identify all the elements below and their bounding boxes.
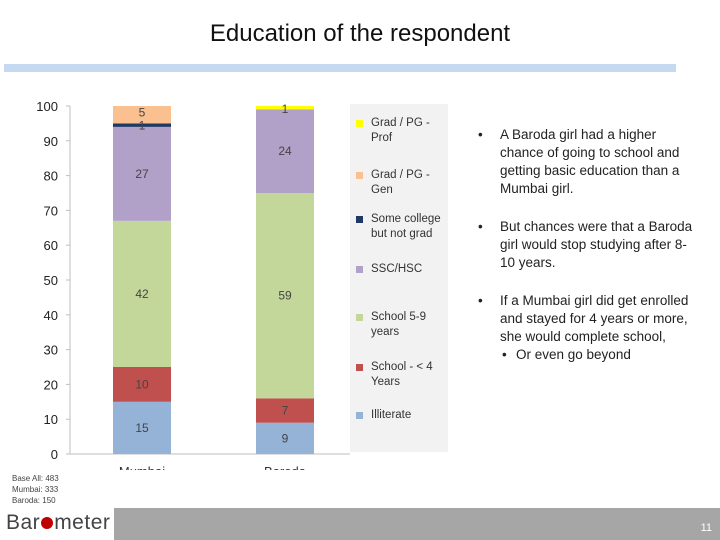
bullet-dot: • — [502, 347, 507, 362]
legend-item: Some college but not grad — [356, 212, 446, 242]
bullet-text: A Baroda girl had a higher chance of goi… — [500, 127, 680, 196]
base-note-all: Base All: 483 — [12, 474, 59, 483]
category-label: Mumbai — [119, 464, 165, 470]
legend-label: SSC/HSC — [371, 263, 423, 275]
y-tick-label: 80 — [44, 169, 58, 184]
bar-segment-ssc-hsc-baroda — [256, 109, 314, 193]
y-tick-label: 70 — [44, 203, 58, 218]
category-label: Baroda — [264, 464, 307, 470]
legend-swatch — [356, 120, 363, 127]
barometer-logo: Bar meter — [6, 511, 110, 535]
logo-container: Bar meter — [0, 508, 112, 540]
data-label: 27 — [135, 167, 149, 181]
legend-item: Illiterate — [356, 408, 446, 423]
data-label: 1 — [282, 102, 289, 116]
data-label: 24 — [278, 144, 292, 158]
base-note-baroda: Baroda: 150 — [12, 496, 56, 505]
legend-item: SSC/HSC — [356, 262, 446, 277]
legend-item: Grad / PG - Gen — [356, 168, 446, 198]
legend-label: School - < 4 Years — [371, 361, 433, 388]
sub-bullet-item: • Or even go beyond — [490, 346, 696, 364]
bar-segment-grad-pg-prof-baroda — [256, 106, 314, 110]
bullet-dot: • — [478, 219, 483, 234]
base-note-mumbai: Mumbai: 333 — [12, 485, 59, 494]
y-tick-label: 10 — [44, 412, 58, 427]
bar-segment-some-college-but-not-grad-mumbai — [113, 123, 171, 127]
y-tick-label: 60 — [44, 238, 58, 253]
bar-segment-illiterate-mumbai — [113, 401, 171, 454]
y-tick-label: 100 — [36, 99, 58, 114]
bullet-dot: • — [478, 127, 483, 142]
y-tick-label: 50 — [44, 273, 58, 288]
data-label: 1 — [139, 118, 146, 132]
bullet-item: • But chances were that a Baroda girl wo… — [478, 218, 696, 272]
logo-text-right: meter — [54, 511, 111, 534]
data-label: 59 — [278, 289, 292, 303]
legend-label: School 5-9 years — [371, 311, 426, 338]
y-tick-label: 0 — [51, 447, 58, 462]
bar-segment-school-5-9-years-baroda — [256, 193, 314, 399]
data-label: 9 — [282, 431, 289, 445]
y-tick-label: 30 — [44, 343, 58, 358]
page-number: 11 — [700, 522, 712, 534]
legend-swatch — [356, 314, 363, 321]
legend-label: Grad / PG - Gen — [371, 169, 430, 196]
bar-segment-grad-pg-gen-mumbai — [113, 106, 171, 124]
insight-bullets: • A Baroda girl had a higher chance of g… — [478, 126, 696, 364]
legend-label: Illiterate — [371, 409, 412, 421]
legend-label: Some college but not grad — [371, 213, 441, 240]
bar-segment-school-4-years-mumbai — [113, 367, 171, 402]
bullet-item: • A Baroda girl had a higher chance of g… — [478, 126, 696, 198]
bullet-dot: • — [478, 293, 483, 308]
slide-title: Education of the respondent — [209, 20, 511, 47]
legend-item: School 5-9 years — [356, 310, 446, 340]
legend-swatch — [356, 266, 363, 273]
chart-legend: Grad / PG - Prof Grad / PG - Gen Some coll… — [350, 104, 448, 452]
data-label: 5 — [139, 106, 146, 120]
y-tick-label: 40 — [44, 308, 58, 323]
bullet-item: • If a Mumbai girl did get enrolled and … — [478, 292, 696, 346]
legend-swatch — [356, 412, 363, 419]
legend-item: Grad / PG - Prof — [356, 116, 446, 146]
y-tick-label: 20 — [44, 377, 58, 392]
footer-strip: 11 — [114, 508, 720, 540]
logo-text-left: Bar — [6, 511, 41, 534]
logo-dot-icon — [41, 517, 54, 530]
data-label: 15 — [135, 421, 149, 435]
base-size-note: Base All: 483 Mumbai: 333 Baroda: 150 — [12, 473, 59, 506]
bullet-text: But chances were that a Baroda girl woul… — [500, 219, 693, 270]
bullet-text: If a Mumbai girl did get enrolled and st… — [500, 293, 689, 344]
bar-segment-school-5-9-years-mumbai — [113, 220, 171, 367]
data-label: 42 — [135, 287, 149, 301]
legend-swatch — [356, 364, 363, 371]
bar-segment-illiterate-baroda — [256, 422, 314, 454]
data-label: 10 — [135, 377, 149, 391]
title-underline-bar — [4, 64, 676, 72]
bar-segment-school-4-years-baroda — [256, 398, 314, 423]
footer-bar: Bar meter 11 — [0, 508, 720, 540]
y-tick-label: 90 — [44, 134, 58, 149]
legend-label: Grad / PG - Prof — [371, 117, 430, 144]
sub-bullet-text: Or even go beyond — [516, 347, 631, 362]
data-label: 7 — [282, 404, 289, 418]
legend-swatch — [356, 216, 363, 223]
legend-swatch — [356, 172, 363, 179]
legend-item: School - < 4 Years — [356, 360, 446, 390]
bar-segment-ssc-hsc-mumbai — [113, 126, 171, 221]
